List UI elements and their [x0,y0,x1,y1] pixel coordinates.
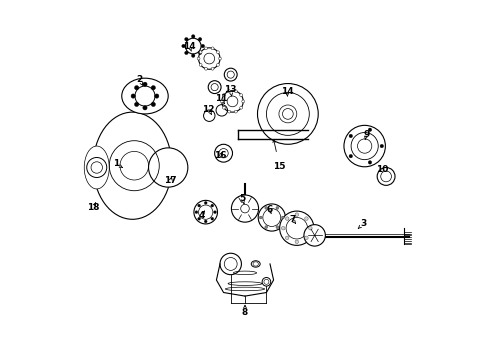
Circle shape [185,51,188,55]
Text: 4: 4 [198,211,205,220]
Circle shape [134,86,139,90]
Text: 1: 1 [113,159,120,168]
Circle shape [222,94,225,96]
Ellipse shape [251,261,260,267]
Circle shape [265,226,268,229]
Circle shape [295,240,298,244]
Circle shape [131,94,135,98]
Text: 12: 12 [202,105,215,114]
Text: 8: 8 [242,309,248,318]
Circle shape [192,54,195,58]
Circle shape [259,216,262,219]
Circle shape [198,51,202,55]
Circle shape [197,57,200,60]
Circle shape [198,37,202,41]
Circle shape [151,102,155,107]
Text: 15: 15 [273,162,286,171]
Circle shape [143,106,147,110]
Circle shape [211,67,214,70]
Circle shape [265,207,268,210]
Circle shape [234,90,237,93]
Circle shape [199,51,202,54]
Circle shape [276,207,279,210]
Circle shape [349,134,353,138]
Text: 16: 16 [215,151,227,160]
Circle shape [214,211,217,213]
Circle shape [199,63,202,66]
Circle shape [258,204,285,231]
Circle shape [195,211,198,213]
Circle shape [201,44,205,48]
Text: 18: 18 [87,203,99,212]
Text: 11: 11 [216,94,228,103]
Circle shape [262,278,270,286]
Circle shape [182,44,185,48]
Circle shape [280,211,314,246]
Circle shape [309,226,312,230]
Circle shape [240,106,243,109]
Circle shape [197,217,200,220]
Circle shape [204,220,207,223]
Text: 7: 7 [289,215,295,224]
Circle shape [349,154,353,158]
Circle shape [228,110,231,113]
Circle shape [143,82,147,86]
Circle shape [281,216,284,219]
Circle shape [305,217,308,220]
Circle shape [305,236,308,240]
Circle shape [204,67,207,70]
Circle shape [204,202,207,204]
Ellipse shape [93,112,172,219]
Circle shape [281,226,285,230]
Circle shape [377,167,395,185]
Circle shape [368,161,372,164]
Circle shape [134,102,139,107]
Circle shape [295,213,298,216]
Circle shape [344,125,386,167]
Circle shape [228,90,231,93]
Circle shape [380,144,384,148]
Circle shape [155,94,159,98]
Circle shape [242,100,245,103]
Text: 9: 9 [363,130,369,139]
Circle shape [220,100,223,103]
Ellipse shape [122,78,168,114]
Circle shape [211,217,214,220]
Circle shape [211,47,214,50]
Text: 17: 17 [164,176,177,185]
Circle shape [304,225,325,246]
Text: 14: 14 [281,87,294,96]
Circle shape [276,226,279,229]
Circle shape [222,106,225,109]
Circle shape [219,57,221,60]
Circle shape [285,236,289,240]
Text: 14: 14 [183,42,196,51]
Circle shape [211,204,214,207]
Text: 10: 10 [376,166,389,175]
Circle shape [148,148,188,187]
Circle shape [217,63,220,66]
Text: 2: 2 [137,76,143,85]
Circle shape [258,84,318,144]
Circle shape [368,128,372,131]
Circle shape [151,86,155,90]
Circle shape [204,47,207,50]
Circle shape [240,94,243,96]
Text: 3: 3 [361,219,367,228]
Circle shape [217,51,220,54]
Ellipse shape [84,146,109,189]
Text: 6: 6 [266,205,272,214]
Circle shape [192,35,195,38]
Circle shape [285,217,289,220]
Circle shape [234,110,237,113]
Text: 13: 13 [224,85,237,94]
Circle shape [197,204,200,207]
Text: 5: 5 [239,194,245,203]
Circle shape [185,37,188,41]
Circle shape [231,195,259,222]
